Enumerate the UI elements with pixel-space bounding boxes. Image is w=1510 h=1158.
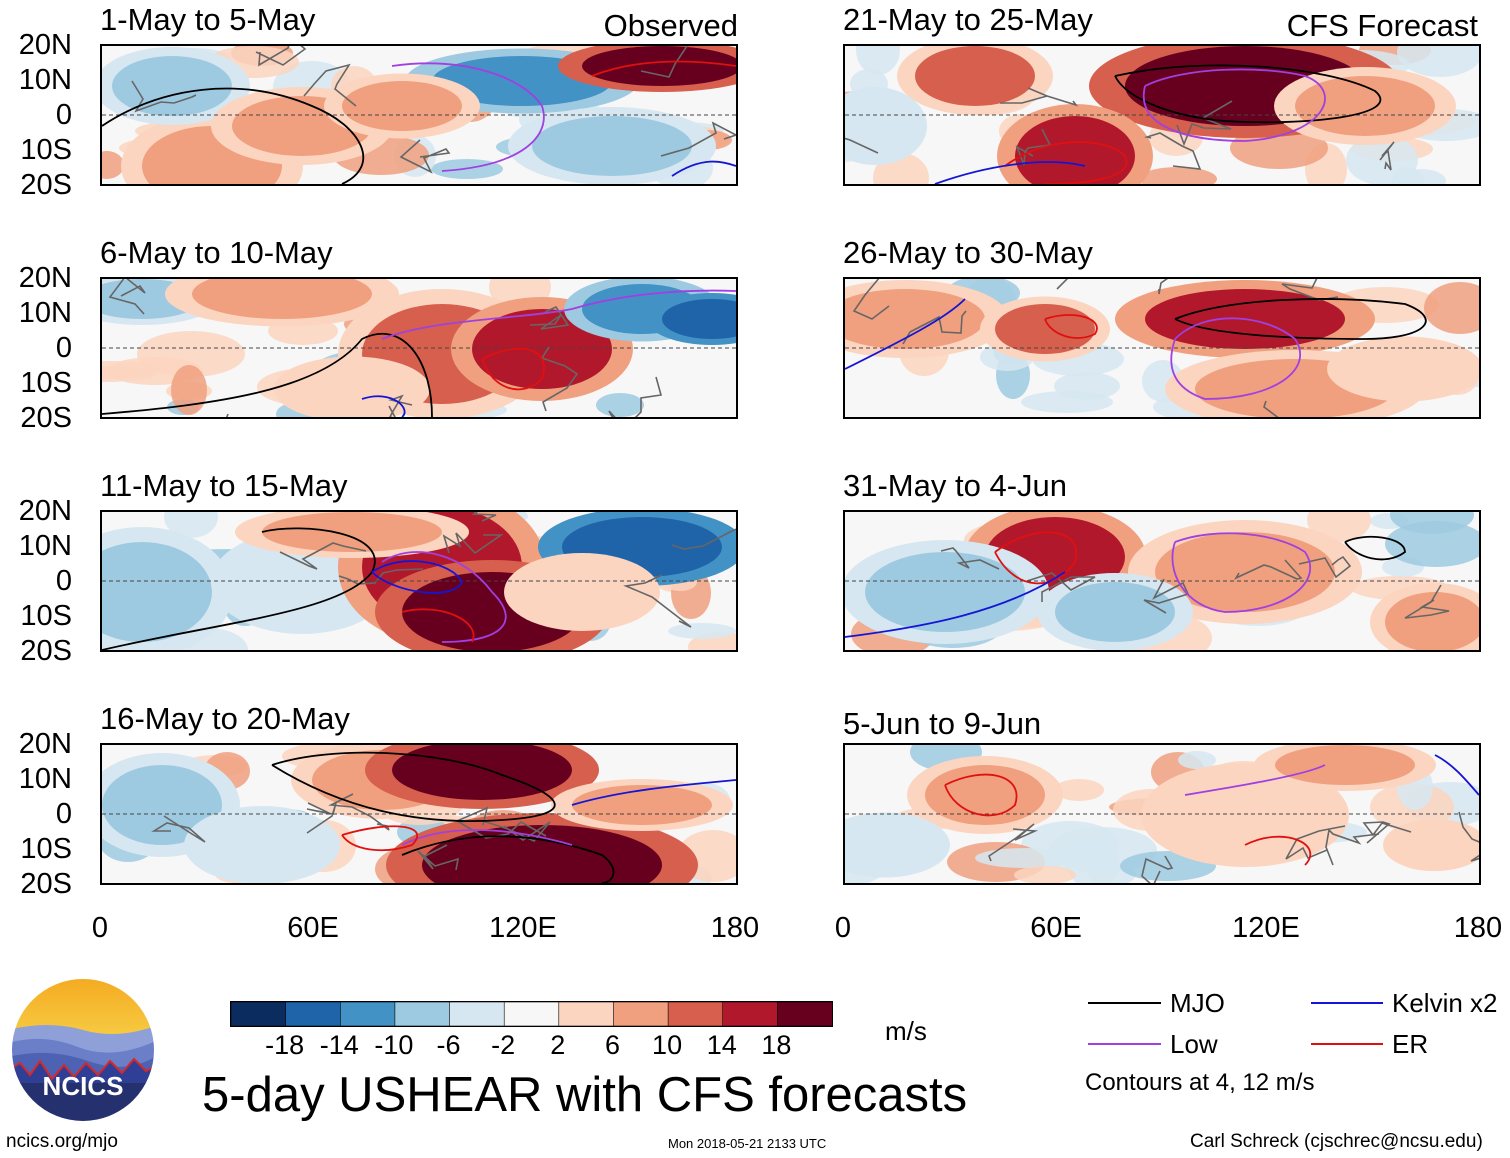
colorbar-swatch-6 — [558, 1002, 615, 1026]
lat-tick-row3-10S: 10S — [20, 600, 72, 632]
lon-tick-180-right: 180 — [1453, 912, 1503, 944]
footer-timestamp: Mon 2018-05-21 2133 UTC — [668, 1136, 827, 1151]
lon-tick-120e-left: 120E — [489, 912, 557, 944]
map-panel-1 — [100, 44, 738, 186]
units-label: m/s — [885, 1016, 927, 1046]
lat-tick-row3-20N: 20N — [18, 495, 72, 527]
colorbar-swatch-8 — [667, 1002, 724, 1026]
lat-tick-row2-0: 0 — [55, 332, 72, 364]
panel-title-4: 16-May to 20-May — [100, 701, 350, 736]
chart-title: 5-day USHEAR with CFS forecasts — [202, 1068, 968, 1122]
forecast-label: CFS Forecast — [1286, 8, 1478, 43]
map-panel-7 — [843, 510, 1481, 652]
lon-tick-0-right: 0 — [834, 912, 852, 944]
panel-title-8: 5-Jun to 9-Jun — [843, 706, 1042, 741]
map-panel-5 — [843, 44, 1481, 186]
lat-tick-row1-10S: 10S — [20, 134, 72, 166]
ncics-logo: NCICS — [8, 975, 158, 1125]
lat-tick-row4-0: 0 — [55, 798, 72, 830]
observed-label: Observed — [603, 8, 738, 43]
colorbar-tick--14: -14 — [319, 1030, 359, 1060]
colorbar-swatch-1 — [285, 1002, 341, 1026]
colorbar-tick-2: 2 — [550, 1030, 566, 1060]
lat-tick-row2-10S: 10S — [20, 367, 72, 399]
logo-text: NCICS — [43, 1071, 124, 1101]
colorbar-tick--10: -10 — [374, 1030, 414, 1060]
colorbar-tick-14: 14 — [706, 1030, 737, 1060]
lat-tick-row2-20S: 20S — [20, 402, 72, 434]
panel-title-3: 11-May to 15-May — [100, 468, 348, 503]
panel-title-1: 1-May to 5-May — [100, 2, 316, 37]
footer-url[interactable]: ncics.org/mjo — [6, 1131, 118, 1152]
lat-tick-row4-10N: 10N — [18, 763, 72, 795]
map-panel-8 — [843, 743, 1481, 885]
panel-title-5: 21-May to 25-May — [843, 2, 1093, 37]
lat-tick-row4-20N: 20N — [18, 728, 72, 760]
colorbar-swatch-0 — [231, 1002, 287, 1026]
colorbar-tick--18: -18 — [265, 1030, 305, 1060]
map-panel-2 — [100, 277, 738, 419]
lat-tick-row1-0: 0 — [55, 99, 72, 131]
colorbar-swatch-7 — [613, 1002, 669, 1026]
colorbar-tick-18: 18 — [761, 1030, 792, 1060]
colorbar-swatch-3 — [394, 1002, 451, 1026]
colorbar-swatch-4 — [449, 1002, 505, 1026]
lat-tick-row4-10S: 10S — [20, 833, 72, 865]
colorbar-swatch-2 — [340, 1002, 396, 1026]
legend-label-kelvin: Kelvin x2 — [1392, 988, 1498, 1018]
lat-tick-row2-10N: 10N — [18, 297, 72, 329]
footer-author: Carl Schreck (cjschrec@ncsu.edu) — [1190, 1131, 1483, 1152]
legend-label-mjo: MJO — [1170, 988, 1225, 1018]
colorbar-tick--2: -2 — [491, 1030, 516, 1060]
lat-tick-row1-20N: 20N — [18, 29, 72, 61]
colorbar-swatch-5 — [503, 1002, 560, 1026]
legend-lines — [1088, 1002, 1383, 1045]
panel-title-2: 6-May to 10-May — [100, 235, 333, 270]
lat-tick-row1-10N: 10N — [18, 64, 72, 96]
lon-tick-180-left: 180 — [710, 912, 760, 944]
lat-tick-row2-20N: 20N — [18, 262, 72, 294]
panel-title-6: 26-May to 30-May — [843, 235, 1093, 270]
contour-note: Contours at 4, 12 m/s — [1085, 1069, 1315, 1096]
colorbar-swatch-9 — [722, 1002, 779, 1026]
map-panel-3 — [100, 510, 738, 652]
colorbar — [230, 1001, 833, 1027]
colorbar-tick-10: 10 — [652, 1030, 683, 1060]
legend-label-low: Low — [1170, 1029, 1218, 1059]
lon-tick-60e-left: 60E — [287, 912, 339, 944]
map-panel-6 — [843, 277, 1481, 419]
lat-tick-row1-20S: 20S — [20, 169, 72, 201]
colorbar-tick--6: -6 — [436, 1030, 461, 1060]
lat-tick-row4-20S: 20S — [20, 868, 72, 900]
lat-tick-row3-20S: 20S — [20, 635, 72, 667]
colorbar-swatch-10 — [777, 1002, 832, 1026]
map-panel-4 — [100, 743, 738, 885]
lon-tick-60e-right: 60E — [1030, 912, 1082, 944]
lon-tick-0-left: 0 — [91, 912, 109, 944]
legend-label-er: ER — [1392, 1029, 1429, 1059]
panel-title-7: 31-May to 4-Jun — [843, 468, 1067, 503]
lon-tick-120e-right: 120E — [1232, 912, 1300, 944]
colorbar-tick-6: 6 — [604, 1030, 620, 1060]
lat-tick-row3-10N: 10N — [18, 530, 72, 562]
lat-tick-row3-0: 0 — [55, 565, 72, 597]
